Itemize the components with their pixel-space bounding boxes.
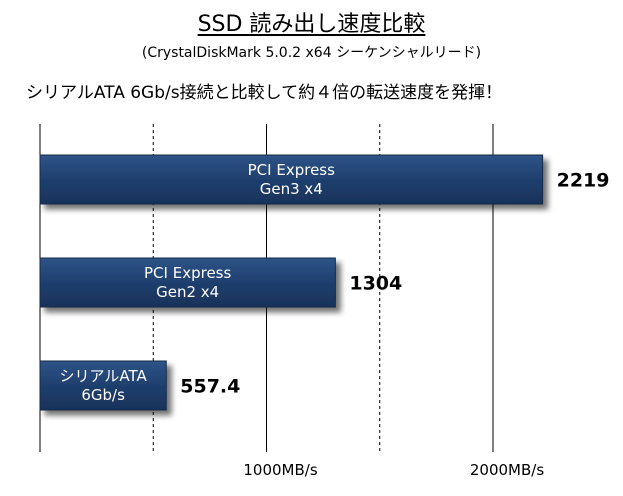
bar-label-1-1: Gen2 x4 [156, 283, 219, 301]
bar-1 [39, 257, 336, 308]
bar-label-0-0: PCI Express [248, 161, 335, 179]
bar-2 [39, 360, 167, 411]
bar-label-2-1: 6Gb/s [81, 386, 125, 404]
bar-label-0-1: Gen3 x4 [260, 180, 323, 198]
x-tick-label-0: 1000MB/s [243, 461, 317, 479]
chart-title: SSD 読み出し速度比較 [197, 12, 426, 37]
bar-0 [39, 154, 544, 205]
bar-label-1-0: PCI Express [144, 264, 231, 282]
bar-label-2-0: シリアルATA [60, 367, 148, 385]
value-label-1: 1304 [349, 273, 402, 295]
chart-headline: シリアルATA 6Gb/s接続と比較して約４倍の転送速度を発揮！ [26, 83, 503, 103]
value-label-0: 2219 [557, 170, 610, 192]
value-label-2: 557.4 [180, 376, 240, 398]
x-tick-label-1: 2000MB/s [470, 461, 544, 479]
chart-subtitle: (CrystalDiskMark 5.0.2 x64 シーケンシャルリード) [141, 45, 482, 61]
x-axis-ticks: 1000MB/s 2000MB/s [243, 461, 544, 479]
